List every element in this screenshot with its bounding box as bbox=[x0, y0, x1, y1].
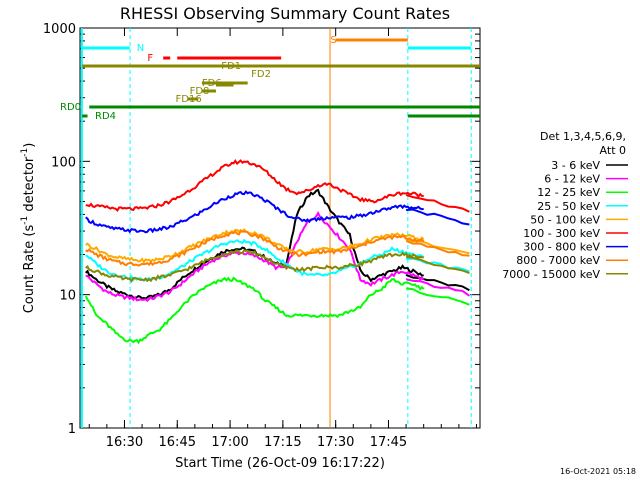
series-line-right-6 bbox=[406, 208, 470, 226]
flag-label-fd2: FD2 bbox=[251, 69, 271, 80]
y-axis-label: Count Rate (s-1 detector-1) bbox=[20, 143, 37, 314]
series-line-4 bbox=[85, 228, 425, 265]
plot-frame bbox=[79, 27, 481, 429]
series-line-6 bbox=[85, 190, 424, 234]
flag-label-s: S bbox=[330, 35, 336, 46]
series-line-right-5 bbox=[405, 193, 470, 213]
x-tick-label-4: 17:30 bbox=[317, 435, 354, 450]
series-line-5 bbox=[85, 158, 424, 212]
legend-label-6: 300 - 800 keV bbox=[523, 241, 600, 254]
flag-label-fd16: FD16 bbox=[176, 94, 202, 105]
y-tick-label-1: 10 bbox=[59, 289, 76, 304]
series-line-right-0 bbox=[405, 273, 470, 292]
series-line-right-7 bbox=[405, 239, 470, 257]
flag-label-fd6: FD6 bbox=[202, 78, 222, 89]
legend-label-5: 100 - 300 keV bbox=[523, 227, 600, 240]
y-tick-label-0: 1 bbox=[68, 422, 76, 437]
flag-label-fd1: FD1 bbox=[221, 61, 241, 72]
flag-label-n: N bbox=[137, 43, 144, 54]
legend-label-7: 800 - 7000 keV bbox=[516, 254, 600, 267]
x-axis: 16:30 16:45 17:00 17:15 17:30 17:45 bbox=[88, 28, 477, 450]
legend-header-1: Det 1,3,4,5,6,9, bbox=[540, 130, 626, 143]
vertical-markers bbox=[80, 28, 472, 428]
x-tick-label-0: 16:30 bbox=[106, 435, 143, 450]
legend-header-2: Att 0 bbox=[600, 144, 626, 157]
series-line-8 bbox=[85, 249, 424, 283]
y-axis-label-mid: detector bbox=[22, 156, 37, 216]
series-line-right-8 bbox=[405, 255, 470, 275]
series-line-right-1 bbox=[405, 278, 470, 297]
y-axis-label-pre: Count Rate (s bbox=[22, 225, 37, 314]
flag-label-fd8: FD8 bbox=[190, 86, 210, 97]
x-tick-label-2: 17:00 bbox=[211, 435, 248, 450]
series-line-1 bbox=[85, 211, 425, 303]
y-tick-label-2: 100 bbox=[51, 155, 76, 170]
legend-label-8: 7000 - 15000 keV bbox=[502, 268, 600, 281]
x-tick-label-1: 16:45 bbox=[159, 435, 196, 450]
flag-label-f: F bbox=[147, 53, 153, 64]
legend-label-2: 12 - 25 keV bbox=[537, 186, 600, 199]
series-lines bbox=[84, 158, 470, 345]
legend-label-4: 50 - 100 keV bbox=[530, 213, 600, 226]
flag-label-rd0: RD0 bbox=[60, 102, 81, 113]
series-line-7 bbox=[85, 230, 425, 267]
y-axis-label-exp1: -1 bbox=[20, 216, 30, 225]
legend-label-3: 25 - 50 keV bbox=[537, 200, 600, 213]
y-tick-label-3: 1000 bbox=[43, 22, 76, 37]
flag-label-rd4: RD4 bbox=[95, 111, 116, 122]
series-line-right-2 bbox=[405, 287, 470, 306]
y-axis-label-post: ) bbox=[22, 143, 37, 148]
x-tick-label-3: 17:15 bbox=[264, 435, 301, 450]
x-axis-label: Start Time (26-Oct-09 16:17:22) bbox=[175, 456, 385, 471]
legend-label-1: 6 - 12 keV bbox=[544, 173, 600, 186]
chart-title: RHESSI Observing Summary Count Rates bbox=[120, 4, 450, 23]
series-line-2 bbox=[84, 276, 425, 345]
y-axis: 1 10 100 1000 bbox=[43, 22, 480, 437]
y-axis-label-exp2: -1 bbox=[20, 148, 30, 157]
legend-label-0: 3 - 6 keV bbox=[551, 159, 600, 172]
x-tick-label-5: 17:45 bbox=[370, 435, 407, 450]
footer-timestamp: 16-Oct-2021 05:18 bbox=[560, 467, 636, 476]
